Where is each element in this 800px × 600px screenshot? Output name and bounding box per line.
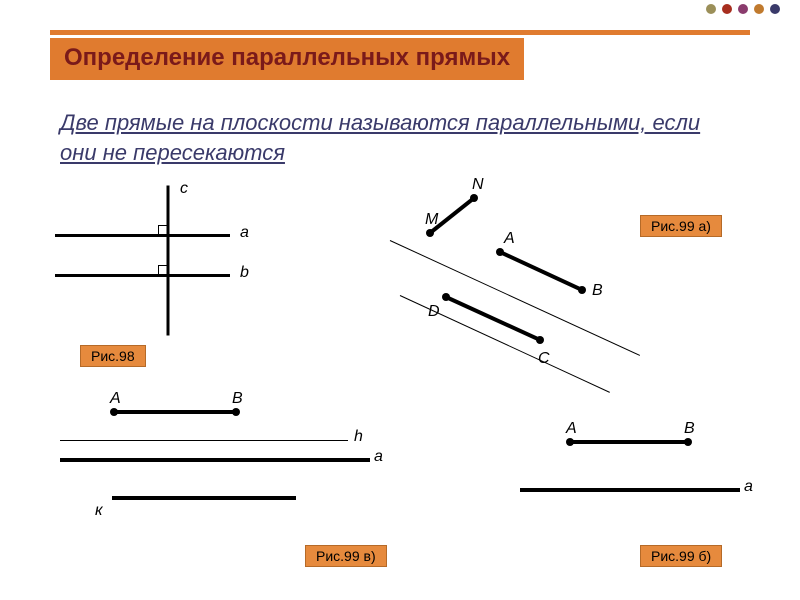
- figure-badge: Рис.99 б): [640, 545, 722, 567]
- right-angle-mark: [158, 265, 168, 275]
- diagram-label: с: [180, 180, 188, 198]
- decor-dot: [754, 4, 764, 14]
- diagram-label: N: [472, 176, 484, 194]
- decor-dot: [738, 4, 748, 14]
- diagram-line: [570, 440, 688, 444]
- diagram-point: [232, 408, 240, 416]
- diagram-label: B: [592, 282, 603, 300]
- decor-dot: [706, 4, 716, 14]
- diagram-point: [496, 248, 504, 256]
- diagram-line: [520, 488, 740, 492]
- diagram-label: A: [110, 390, 121, 408]
- decor-dots: [706, 4, 780, 14]
- right-angle-mark: [158, 225, 168, 235]
- diagram-point: [442, 293, 450, 301]
- diagram-point: [684, 438, 692, 446]
- diagram-line: [60, 440, 348, 441]
- diagram-point: [470, 194, 478, 202]
- diagram-line: [499, 250, 583, 292]
- diagram-label: a: [240, 224, 249, 242]
- diagram-label: a: [744, 478, 753, 496]
- decor-dot: [722, 4, 732, 14]
- diagram-label: D: [428, 303, 440, 321]
- diagram-label: B: [232, 390, 243, 408]
- diagram-line: [60, 458, 370, 462]
- diagram-label: a: [374, 448, 383, 466]
- diagram-line: [114, 410, 236, 414]
- figure-badge: Рис.99 а): [640, 215, 722, 237]
- title-rule: [50, 30, 750, 35]
- title-region: Определение параллельных прямых: [50, 30, 750, 80]
- diagram-label: h: [354, 428, 363, 446]
- diagram-label: C: [538, 350, 550, 368]
- diagram-label: A: [504, 230, 515, 248]
- diagram-label: B: [684, 420, 695, 438]
- diagram-point: [566, 438, 574, 446]
- diagram-line: [55, 234, 230, 237]
- figure-badge: Рис.98: [80, 345, 146, 367]
- diagram-stage: сabMNABDCahкABaABРис.98Рис.99 а)Рис.99 б…: [0, 180, 800, 600]
- figure-badge: Рис.99 в): [305, 545, 387, 567]
- diagram-point: [110, 408, 118, 416]
- diagram-label: M: [425, 211, 438, 229]
- diagram-point: [426, 229, 434, 237]
- subtitle-text: Две прямые на плоскости называются парал…: [60, 108, 740, 167]
- diagram-label: к: [95, 502, 103, 520]
- decor-dot: [770, 4, 780, 14]
- diagram-label: A: [566, 420, 577, 438]
- diagram-point: [536, 336, 544, 344]
- diagram-line: [112, 496, 296, 500]
- diagram-point: [578, 286, 586, 294]
- diagram-line: [167, 185, 170, 335]
- diagram-label: b: [240, 264, 249, 282]
- diagram-line: [55, 274, 230, 277]
- page-title: Определение параллельных прямых: [50, 38, 524, 80]
